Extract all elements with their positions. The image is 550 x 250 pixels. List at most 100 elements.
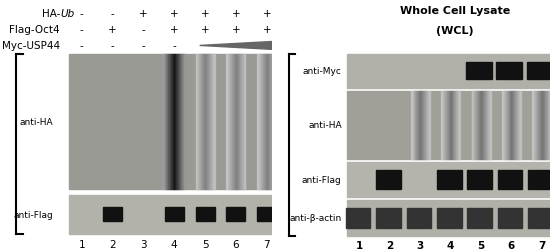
Bar	[243, 55, 244, 189]
Bar	[183, 55, 184, 189]
Bar	[508, 92, 509, 159]
Bar	[458, 92, 459, 159]
Bar	[205, 55, 206, 189]
Bar	[163, 55, 164, 189]
Text: 5: 5	[477, 240, 485, 250]
Text: -: -	[172, 41, 176, 51]
Bar	[228, 55, 229, 189]
Bar	[173, 55, 174, 189]
Bar	[347, 55, 550, 88]
Bar	[180, 55, 181, 189]
Bar	[502, 92, 503, 159]
Bar	[538, 92, 539, 159]
Bar	[507, 92, 508, 159]
Bar	[518, 92, 519, 159]
Text: -: -	[111, 41, 114, 51]
Text: +: +	[139, 9, 148, 19]
Text: -: -	[80, 9, 84, 19]
Bar	[238, 55, 239, 189]
Bar	[534, 92, 535, 159]
Bar	[513, 92, 514, 159]
Text: anti-Flag: anti-Flag	[13, 210, 53, 219]
Bar	[517, 92, 518, 159]
Bar	[103, 208, 122, 221]
Bar	[468, 208, 492, 228]
Bar	[449, 92, 450, 159]
Bar	[273, 55, 274, 189]
Bar	[264, 55, 265, 189]
Bar	[412, 92, 414, 159]
Bar	[420, 92, 421, 159]
Bar	[472, 92, 474, 159]
Bar	[429, 92, 430, 159]
Bar	[347, 162, 550, 197]
Bar	[376, 170, 401, 189]
Bar	[541, 92, 542, 159]
Bar	[184, 55, 185, 189]
Bar	[265, 55, 266, 189]
Bar	[199, 55, 200, 189]
Bar	[197, 55, 199, 189]
Bar	[498, 170, 522, 189]
Text: -: -	[141, 25, 145, 35]
Bar	[546, 92, 547, 159]
Bar	[174, 55, 175, 189]
Text: 7: 7	[538, 240, 546, 250]
Bar	[170, 55, 172, 189]
Bar	[483, 92, 484, 159]
Text: +: +	[108, 25, 117, 35]
Bar	[484, 92, 485, 159]
Bar	[424, 92, 425, 159]
Bar	[212, 55, 213, 189]
Bar	[204, 55, 205, 189]
Bar	[172, 55, 173, 189]
Bar	[235, 55, 236, 189]
Bar	[69, 55, 279, 189]
Text: +: +	[170, 9, 179, 19]
Bar	[452, 92, 453, 159]
Bar	[428, 92, 429, 159]
Text: 3: 3	[140, 239, 147, 249]
Polygon shape	[200, 42, 273, 50]
Text: anti-β-actin: anti-β-actin	[289, 214, 342, 222]
Bar	[419, 92, 420, 159]
Bar	[244, 55, 245, 189]
Bar	[210, 55, 211, 189]
Text: Ub: Ub	[60, 9, 75, 19]
Bar	[535, 92, 536, 159]
Bar	[417, 92, 419, 159]
Text: 1: 1	[356, 240, 363, 250]
Bar	[476, 92, 477, 159]
Bar	[498, 208, 522, 228]
Bar	[209, 55, 210, 189]
Bar	[442, 92, 443, 159]
Bar	[540, 92, 541, 159]
Bar	[69, 195, 279, 234]
Bar	[257, 208, 276, 221]
Bar	[196, 55, 197, 189]
Bar	[455, 92, 456, 159]
Bar	[528, 208, 550, 228]
Bar	[240, 55, 241, 189]
Bar	[450, 92, 452, 159]
Bar	[426, 92, 427, 159]
Bar	[504, 92, 505, 159]
Bar	[510, 92, 512, 159]
Text: -: -	[141, 41, 145, 51]
Bar	[437, 170, 461, 189]
Bar	[487, 92, 488, 159]
Bar	[206, 55, 207, 189]
Bar	[196, 208, 214, 221]
Bar	[509, 92, 510, 159]
Bar	[519, 92, 520, 159]
Bar	[237, 55, 238, 189]
Bar	[270, 55, 271, 189]
Bar	[165, 55, 166, 189]
Text: -: -	[111, 9, 114, 19]
Bar	[488, 92, 490, 159]
Bar	[166, 55, 167, 189]
Bar	[482, 92, 483, 159]
Bar	[411, 92, 412, 159]
Text: +: +	[262, 25, 271, 35]
Bar	[514, 92, 515, 159]
